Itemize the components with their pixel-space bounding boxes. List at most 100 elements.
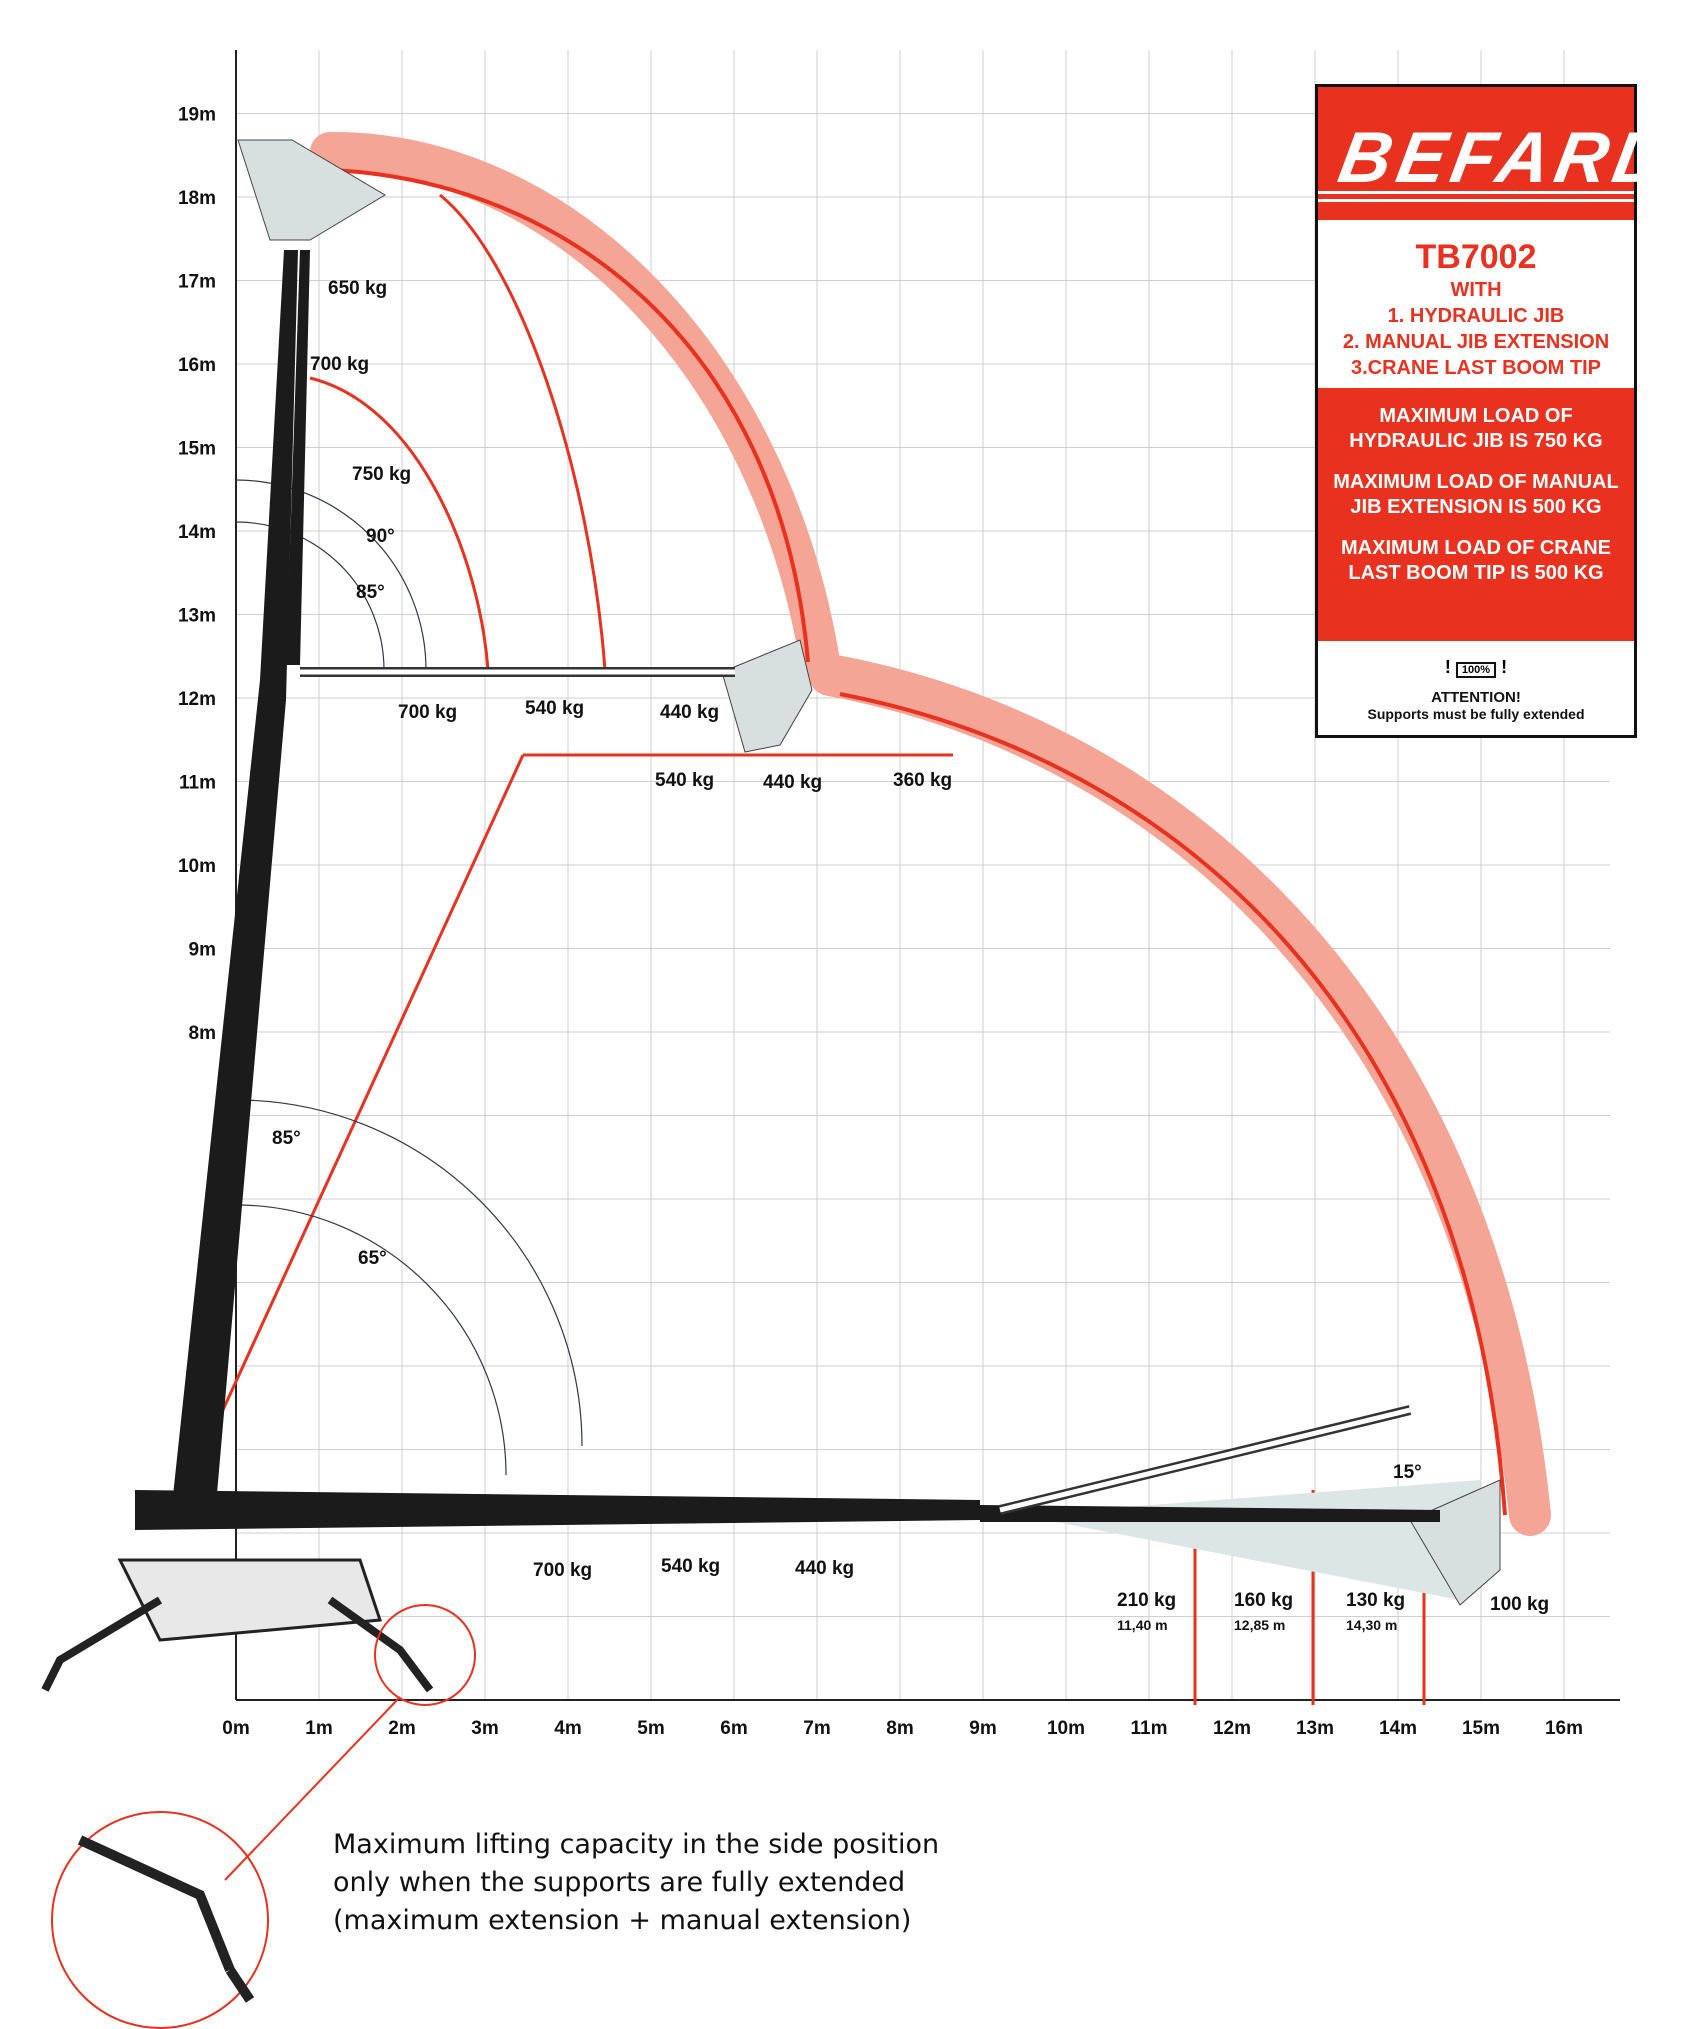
reach-arc-mid [439, 193, 607, 671]
ext-sector [1020, 1480, 1490, 1600]
y-tick-label: 13m [178, 606, 216, 627]
model-title: TB7002 [1415, 238, 1537, 276]
capacity-label: 440 kg [795, 1558, 854, 1579]
model-line-3: 3.CRANE LAST BOOM TIP [1350, 357, 1601, 379]
jib-sector-top [237, 139, 386, 241]
x-tick-label: 7m [803, 1718, 830, 1739]
outrigger-right [327, 1596, 434, 1693]
capacity-labels: 650 kg 700 kg 750 kg 700 kg 540 kg 440 kg 540 … [272, 278, 1549, 1633]
x-tick-label: 5m [637, 1718, 664, 1739]
upper-envelope [310, 131, 840, 682]
reach-arc-inner [309, 376, 490, 671]
brand-panel: BEFARD TB7002 WITH 1. HYDRAULIC JIB 2. M… [1315, 84, 1679, 738]
angle-arc-lower-1 [235, 1099, 583, 1447]
notice-area: MAXIMUM LOAD OF HYDRAULIC JIB IS 750 KG … [1318, 388, 1634, 641]
notice-boom-tip: MAXIMUM LOAD OF CRANE LAST BOOM TIP IS 5… [1341, 537, 1611, 584]
capacity-label: 360 kg [893, 770, 952, 791]
y-tick-label: 11m [179, 773, 216, 794]
y-tick-label: 15m [178, 439, 216, 460]
raised-extension-core [999, 1407, 1411, 1513]
x-tick-label: 10m [1047, 1718, 1085, 1739]
angle-label: 65° [358, 1248, 387, 1269]
model-line-1: 1. HYDRAULIC JIB [1387, 305, 1565, 327]
capacity-label: 700 kg [310, 354, 369, 375]
attention-area: ! 100% ! ATTENTION! Supports must be ful… [1318, 645, 1634, 735]
footnote-line-1: Maximum lifting capacity in the side pos… [333, 1829, 940, 1860]
crawler-base [117, 1558, 383, 1642]
capacity-label: 210 kg [1117, 1590, 1176, 1611]
radius-label: 14,30 m [1346, 1617, 1397, 1633]
x-tick-label: 3m [471, 1718, 498, 1739]
x-tick-label: 9m [969, 1718, 996, 1739]
capacity-label: 650 kg [328, 278, 387, 299]
y-tick-label: 10m [178, 856, 216, 877]
y-tick-label: 9m [189, 940, 216, 961]
y-tick-label: 14m [178, 522, 216, 543]
logo-stripes [1318, 191, 1634, 211]
jib-sector-mid [721, 639, 813, 753]
capacity-label: 750 kg [352, 464, 411, 485]
x-tick-label: 0m [222, 1718, 249, 1739]
capacity-label: 540 kg [661, 1556, 720, 1577]
angle-label: 85° [356, 582, 385, 603]
model-area: TB7002 WITH 1. HYDRAULIC JIB 2. MANUAL J… [1318, 224, 1634, 388]
reach-arc-outer [329, 168, 810, 663]
detail-marker [374, 1604, 476, 1706]
x-tick-labels: 0m 1m 2m 3m 4m 5m 6m 7m 8m 9m 10m 11m 12m 13m 14m 15m 16… [222, 1718, 1583, 1739]
capacity-label: 540 kg [655, 770, 714, 791]
angle-label: 90° [366, 526, 395, 547]
warning-icon: ! 100% ! [1444, 657, 1508, 678]
radius-label: 11,40 m [1117, 1617, 1168, 1633]
x-tick-label: 11m [1131, 1718, 1168, 1739]
x-tick-label: 6m [720, 1718, 747, 1739]
x-tick-label: 15m [1462, 1718, 1500, 1739]
capacity-label: 440 kg [660, 702, 719, 723]
extension-boom [980, 1505, 1440, 1522]
angle-label: 15° [1393, 1462, 1422, 1483]
main-boom [172, 250, 298, 1505]
radius-label: 12,85 m [1234, 1617, 1285, 1633]
horizontal-boom [135, 1490, 980, 1530]
detail-leader [224, 1696, 401, 1881]
y-tick-label: 12m [178, 689, 216, 710]
y-tick-label: 17m [178, 272, 216, 293]
model-with: WITH [1450, 279, 1502, 301]
x-tick-label: 1m [305, 1718, 332, 1739]
gauge-icon: 100% [1455, 662, 1497, 678]
attention-title: ATTENTION! [1431, 689, 1521, 706]
capacity-label: 700 kg [533, 1560, 592, 1581]
x-tick-label: 12m [1213, 1718, 1251, 1739]
reach-arc-lower [839, 692, 1507, 1516]
notice-jib: MAXIMUM LOAD OF HYDRAULIC JIB IS 750 KG [1349, 405, 1603, 452]
capacity-label: 440 kg [763, 772, 822, 793]
brand-header: BEFARD [1318, 87, 1679, 220]
x-tick-label: 14m [1379, 1718, 1417, 1739]
detail-outrigger [77, 1835, 255, 2003]
y-tick-label: 18m [178, 188, 216, 209]
x-tick-label: 16m [1545, 1718, 1583, 1739]
y-tick-labels: 8m 9m 10m 11m 12m 13m 14m 15m 16m 17m 18m 19m [178, 105, 216, 1045]
attention-text: Supports must be fully extended [1367, 706, 1585, 722]
befard-logo: BEFARD [1332, 118, 1680, 198]
x-tick-label: 8m [886, 1718, 913, 1739]
detail-circle [51, 1811, 269, 2029]
angle-label: 85° [272, 1128, 301, 1149]
lower-envelope [809, 654, 1551, 1536]
footnote-line-2: only when the supports are fully extende… [333, 1867, 906, 1898]
y-tick-label: 16m [178, 355, 216, 376]
capacity-label: 540 kg [525, 698, 584, 719]
footnote-line-3: (maximum extension + manual extension) [333, 1905, 912, 1936]
reach-diagonal [220, 754, 525, 1413]
footnote: Maximum lifting capacity in the side pos… [333, 1826, 1093, 1940]
model-line-2: 2. MANUAL JIB EXTENSION [1342, 331, 1610, 353]
capacity-label: 100 kg [1490, 1594, 1549, 1615]
angle-arc-lower-2 [235, 1204, 507, 1476]
notice-extension: MAXIMUM LOAD OF MANUAL JIB EXTENSION IS … [1333, 471, 1619, 518]
x-tick-label: 13m [1296, 1718, 1334, 1739]
x-tick-label: 4m [554, 1718, 581, 1739]
y-tick-label: 8m [189, 1023, 216, 1044]
angle-arc-upper-2 [235, 521, 385, 671]
capacity-label: 700 kg [398, 702, 457, 723]
capacity-label: 160 kg [1234, 1590, 1293, 1611]
